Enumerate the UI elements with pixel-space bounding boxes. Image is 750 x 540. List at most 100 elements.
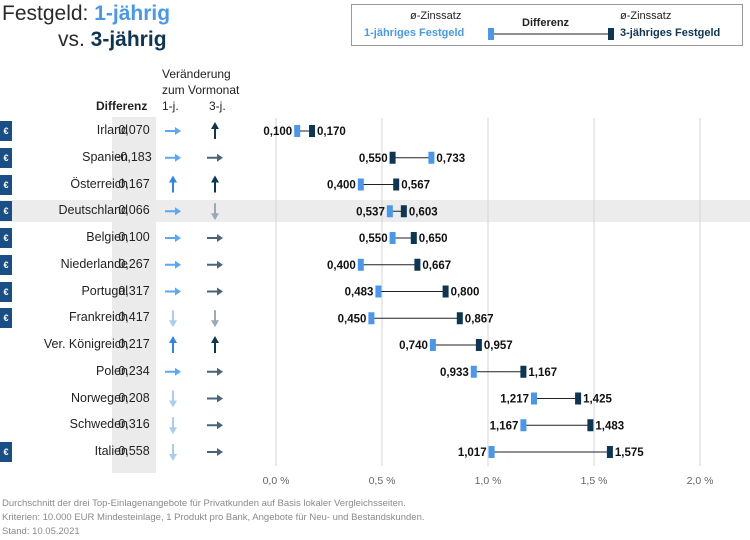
marker-1j bbox=[357, 178, 364, 191]
change-arrow-3j-icon bbox=[207, 367, 223, 376]
change-arrow-3j-icon bbox=[207, 287, 223, 296]
change-arrow-3j-icon bbox=[211, 122, 219, 139]
marker-1j bbox=[375, 285, 382, 298]
value-label-high: 0,733 bbox=[436, 153, 465, 165]
diff-value: 0,217 bbox=[118, 337, 150, 351]
change-arrow-1j-icon bbox=[165, 367, 181, 376]
value-label-high: 1,425 bbox=[583, 394, 612, 406]
marker-1j bbox=[368, 312, 375, 325]
marker-1j bbox=[531, 392, 538, 405]
diff-value: 0,316 bbox=[118, 417, 150, 432]
marker-3j bbox=[606, 446, 613, 458]
change-arrow-3j-icon bbox=[207, 421, 223, 430]
value-label-high: 0,567 bbox=[401, 180, 430, 192]
title-prefix: Festgeld: bbox=[2, 2, 95, 25]
diff-value: 0,558 bbox=[118, 444, 150, 458]
marker-3j bbox=[575, 392, 582, 405]
marker-3j bbox=[393, 178, 400, 191]
value-label-high: 0,957 bbox=[484, 340, 513, 352]
diff-value: 0,066 bbox=[118, 203, 150, 218]
legend-zins-left: ø-Zinssatz bbox=[410, 10, 462, 22]
change-arrow-1j-icon bbox=[165, 127, 181, 135]
chart-title-line1: Festgeld: 1-jährig bbox=[2, 2, 170, 26]
marker-3j bbox=[309, 125, 316, 137]
marker-3j bbox=[520, 365, 527, 378]
legend-marker-3j bbox=[608, 28, 614, 40]
value-label-high: 0,603 bbox=[409, 206, 438, 218]
marker-1j bbox=[294, 125, 301, 137]
marker-3j bbox=[456, 312, 463, 325]
marker-3j bbox=[587, 419, 594, 432]
change-header-line2: zum Vormonat bbox=[162, 83, 240, 97]
value-label-low: 0,550 bbox=[359, 233, 388, 245]
country-label: Italien bbox=[94, 444, 128, 458]
marker-1j bbox=[428, 151, 435, 164]
euro-badge: € bbox=[0, 442, 12, 462]
country-label: Polen bbox=[96, 363, 128, 378]
change-arrow-3j-icon bbox=[207, 260, 223, 269]
change-arrow-1j-icon bbox=[169, 390, 177, 408]
euro-badge: € bbox=[0, 228, 12, 248]
diff-column-background bbox=[112, 117, 156, 473]
footer-note-1: Durchschnitt der drei Top-Einlagenangebo… bbox=[2, 498, 406, 509]
legend-label-1j: 1-jähriges Festgeld bbox=[364, 27, 465, 39]
marker-1j bbox=[389, 232, 396, 244]
value-label-low: 0,400 bbox=[327, 260, 356, 272]
country-label: Deutschland bbox=[58, 203, 129, 218]
diff-value: 0,267 bbox=[118, 256, 150, 271]
x-tick-label: 0,0 % bbox=[263, 475, 290, 487]
change-arrow-1j-icon bbox=[169, 417, 177, 435]
title-vs: vs. bbox=[58, 28, 91, 51]
marker-1j bbox=[386, 205, 393, 218]
marker-3j bbox=[389, 151, 396, 164]
change-arrow-1j-icon bbox=[165, 234, 181, 242]
value-label-high: 1,575 bbox=[615, 447, 644, 459]
diff-column-header: Differenz bbox=[96, 99, 148, 113]
marker-1j bbox=[520, 419, 527, 432]
change-header-line1: Veränderung bbox=[162, 67, 231, 81]
diff-value: 0,208 bbox=[118, 390, 150, 405]
value-label-low: 1,217 bbox=[500, 394, 529, 406]
country-label: Schweden bbox=[69, 417, 128, 432]
marker-3j bbox=[442, 285, 449, 298]
change-arrow-1j-icon bbox=[165, 153, 181, 162]
change-arrow-3j-icon bbox=[211, 203, 219, 221]
marker-3j bbox=[475, 339, 482, 351]
change-arrow-3j-icon bbox=[211, 310, 219, 328]
change-arrow-3j-icon bbox=[207, 448, 223, 456]
diff-value: 0,070 bbox=[118, 123, 150, 137]
euro-badge: € bbox=[0, 201, 12, 222]
value-label-low: 0,550 bbox=[359, 153, 388, 165]
change-arrow-1j-icon bbox=[165, 207, 181, 216]
change-arrow-3j-icon bbox=[211, 336, 219, 353]
diff-value: 0,317 bbox=[118, 283, 150, 298]
change-arrow-1j-icon bbox=[165, 260, 181, 269]
value-label-low: 0,933 bbox=[440, 367, 469, 379]
change-arrow-1j-icon bbox=[169, 310, 177, 328]
country-label: Ver. Königreich bbox=[43, 337, 128, 351]
diff-value: 0,234 bbox=[118, 363, 150, 378]
value-label-low: 1,167 bbox=[490, 420, 519, 432]
legend-marker-1j bbox=[488, 28, 494, 40]
diff-value: -0,183 bbox=[116, 149, 152, 164]
value-label-high: 1,167 bbox=[528, 367, 557, 379]
marker-3j bbox=[414, 258, 421, 271]
value-label-low: 0,740 bbox=[399, 340, 428, 352]
marker-3j bbox=[410, 232, 417, 244]
x-tick-label: 0,5 % bbox=[369, 475, 396, 487]
legend-marker bbox=[488, 28, 614, 40]
value-label-high: 0,867 bbox=[465, 313, 494, 325]
country-label: Frankreich bbox=[68, 310, 128, 325]
euro-badge: € bbox=[0, 147, 12, 168]
country-label: Niederlande bbox=[60, 256, 128, 271]
country-label: Österreich bbox=[70, 176, 128, 191]
marker-1j bbox=[429, 339, 436, 351]
change-arrow-1j-icon bbox=[169, 444, 177, 461]
diff-value: 0,100 bbox=[118, 230, 150, 244]
x-tick-label: 1,5 % bbox=[581, 475, 608, 487]
legend-label-3j: 3-jähriges Festgeld bbox=[620, 27, 721, 39]
country-label: Portugal bbox=[81, 283, 128, 298]
euro-badge: € bbox=[0, 174, 12, 195]
euro-badge: € bbox=[0, 121, 12, 141]
change-arrow-1j-icon bbox=[169, 336, 177, 353]
